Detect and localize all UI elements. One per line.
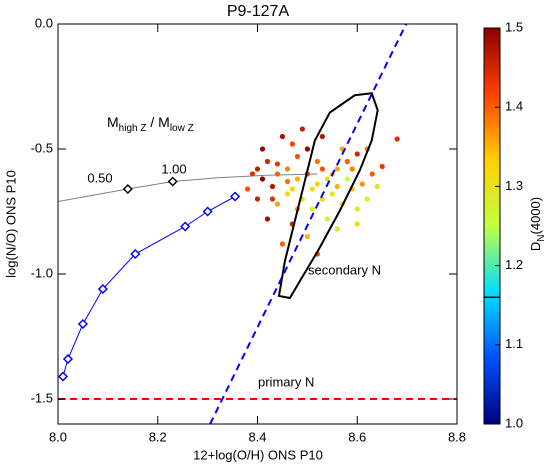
diamond-marker: [130, 248, 141, 260]
x-tick-label: 8.2: [149, 429, 167, 444]
model-line: [62, 196, 236, 377]
x-tick-label: 8.8: [448, 429, 466, 444]
scatter-point: [284, 166, 291, 172]
scatter-point: [264, 158, 271, 165]
scatter-point: [319, 166, 325, 172]
scatter-point: [324, 216, 330, 222]
annotation: primary N: [258, 374, 314, 389]
subscript: N: [536, 234, 545, 241]
colorbar-tick-label: 1.4: [505, 99, 523, 114]
x-tick-label: 8.6: [348, 429, 366, 444]
scatter-point: [309, 206, 315, 212]
diamond-marker: [62, 353, 74, 365]
scatter-point: [334, 226, 340, 232]
scatter-point: [314, 158, 320, 165]
annotation: Mhigh Z / Mlow Z: [107, 114, 194, 134]
scatter-point: [269, 196, 276, 202]
scatter-point: [284, 191, 291, 197]
text-part: / M: [146, 114, 169, 130]
scatter-point: [334, 166, 340, 172]
scatter-point: [269, 183, 276, 190]
scatter-point: [349, 166, 355, 172]
scatter-point: [379, 163, 385, 170]
x-tick-label: 8.0: [49, 429, 67, 444]
scatter-point: [354, 206, 360, 212]
colorbar-tick-label: 1.5: [505, 19, 523, 34]
diamond-marker: [202, 206, 213, 217]
y-tick-label: -1.5: [31, 390, 53, 405]
scatter-point: [274, 171, 281, 177]
subscript: high Z: [119, 123, 147, 134]
x-axis-label: 12+log(O/H) ONS P10: [193, 447, 323, 462]
diamond-marker: [77, 318, 88, 330]
scatter-point: [304, 233, 310, 240]
annotation: secondary N: [308, 262, 381, 277]
scatter-point: [259, 146, 266, 152]
y-axis-label: log(N/O) ONS P10: [3, 170, 18, 278]
scatter-point: [289, 186, 296, 192]
colorbar-tick-label: 1.3: [505, 178, 523, 193]
scatter-point: [369, 171, 375, 177]
y-tick-label: 0.0: [35, 15, 53, 30]
scatter-point: [274, 161, 281, 167]
scatter-point: [274, 201, 281, 207]
scatter-point: [279, 241, 286, 247]
colorbar: [483, 27, 501, 425]
scatter-point: [354, 151, 360, 157]
text-part: D: [528, 242, 543, 251]
scatter-point: [309, 186, 315, 192]
colorbar-tick-label: 1.1: [505, 336, 523, 351]
subscript: low Z: [170, 123, 194, 134]
scatter-point: [374, 183, 380, 190]
scatter-point: [394, 136, 400, 142]
scatter-point: [294, 153, 300, 160]
scatter-point: [364, 196, 370, 202]
y-tick-label: -1.0: [31, 265, 53, 280]
diamond-marker: [58, 371, 69, 382]
scatter-point: [319, 133, 325, 140]
text-part: (4000): [528, 197, 543, 235]
scatter-point: [244, 186, 251, 192]
scatter-point: [254, 166, 261, 172]
scatter-point: [259, 176, 266, 182]
scatter-point: [294, 176, 300, 182]
scatter-point: [344, 176, 350, 182]
scatter-point: [304, 146, 310, 152]
plot-frame: [57, 23, 458, 425]
contour: [277, 92, 379, 300]
chart-title: P9-127A: [227, 3, 290, 20]
annotation: 1.00: [161, 161, 186, 176]
scatter-point: [359, 181, 365, 187]
diamond-marker: [229, 191, 241, 202]
diamond-marker: [97, 283, 108, 295]
scatter-point: [289, 141, 296, 147]
colorbar-label: DN(4000): [528, 197, 545, 251]
scatter-point: [279, 133, 286, 140]
scatter-point: [344, 158, 350, 165]
scatter-point: [254, 196, 261, 202]
text-part: M: [107, 114, 119, 130]
scatter-point: [329, 191, 335, 197]
diamond-marker: [167, 176, 178, 187]
x-tick-label: 8.4: [248, 429, 266, 444]
y-tick-label: -0.5: [31, 140, 53, 155]
plot-area: [58, 24, 457, 424]
annotation: 0.50: [87, 170, 112, 185]
scatter-point: [249, 171, 256, 177]
colorbar-tick-label: 1.0: [505, 415, 523, 430]
scatter-point: [354, 221, 360, 227]
diamond-marker: [122, 183, 133, 195]
reference-line: [209, 24, 408, 424]
scatter-point: [264, 216, 271, 222]
scatter-point: [284, 178, 291, 185]
scatter-point: [314, 181, 320, 187]
diamond-marker: [180, 221, 191, 232]
scatter-point: [299, 126, 305, 132]
colorbar-tick-label: 1.2: [505, 257, 523, 272]
scatter-point: [334, 183, 340, 190]
